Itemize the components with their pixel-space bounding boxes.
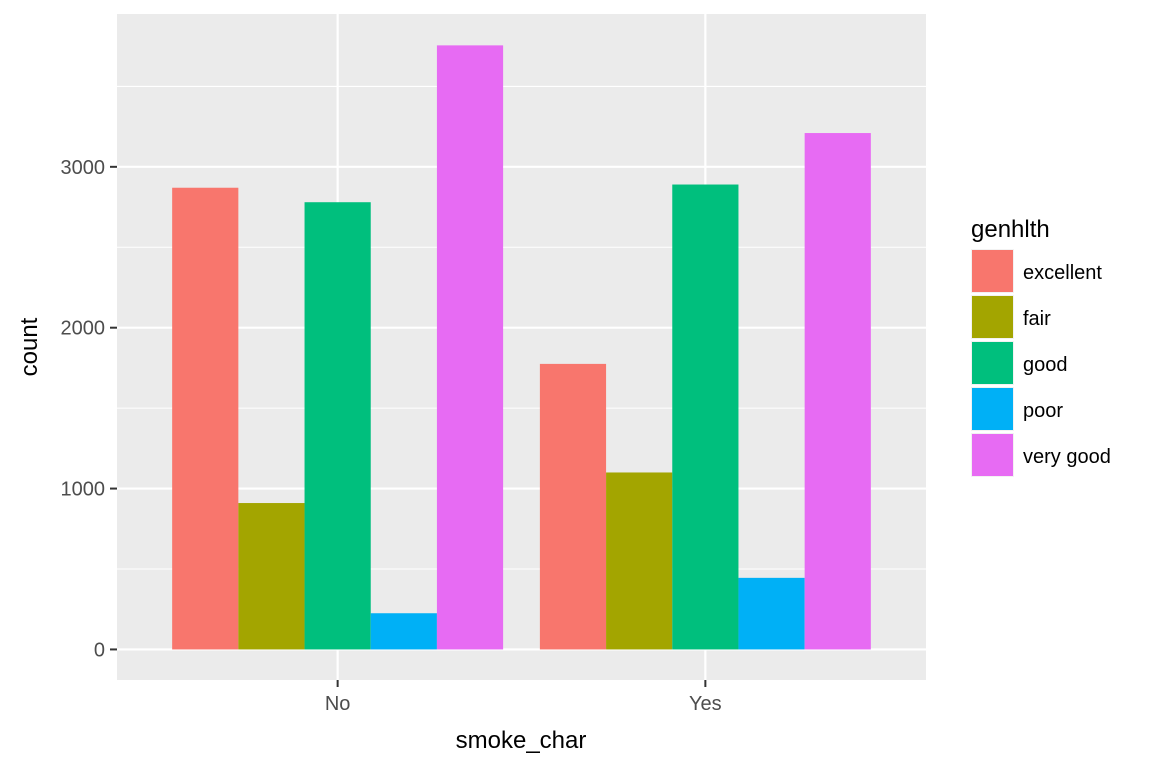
legend: genhlth excellent fair good poor very good bbox=[971, 216, 1111, 477]
y-tick-label: 0 bbox=[94, 639, 105, 661]
bar-good-no bbox=[304, 202, 371, 650]
bars bbox=[172, 45, 871, 650]
legend-label: good bbox=[1023, 354, 1068, 376]
legend-label: fair bbox=[1023, 308, 1051, 330]
legend-key-poor bbox=[972, 388, 1013, 430]
x-tick-label: Yes bbox=[689, 693, 722, 715]
y-axis: 0 1000 2000 3000 bbox=[61, 157, 117, 661]
legend-label: very good bbox=[1023, 446, 1111, 468]
bar-excellent-no bbox=[172, 187, 239, 650]
x-axis: No Yes bbox=[325, 680, 722, 715]
x-tick-label: No bbox=[325, 693, 351, 715]
legend-label: poor bbox=[1023, 400, 1063, 422]
y-tick-label: 1000 bbox=[61, 479, 106, 501]
legend-key-very-good bbox=[972, 434, 1013, 476]
legend-key-excellent bbox=[972, 250, 1013, 292]
legend-key-good bbox=[972, 342, 1013, 384]
y-tick-label: 3000 bbox=[61, 157, 106, 179]
y-axis-title: count bbox=[16, 317, 43, 376]
bar-poor-yes bbox=[738, 577, 805, 650]
legend-key-fair bbox=[972, 296, 1013, 338]
x-axis-title: smoke_char bbox=[456, 727, 587, 754]
bar-excellent-yes bbox=[539, 363, 607, 650]
legend-label: excellent bbox=[1023, 262, 1102, 284]
bar-good-yes bbox=[672, 184, 739, 650]
bar-very-good-no bbox=[436, 45, 504, 650]
legend-title: genhlth bbox=[971, 216, 1050, 243]
y-tick-label: 2000 bbox=[61, 318, 106, 340]
bar-very-good-yes bbox=[804, 133, 871, 650]
bar-poor-no bbox=[370, 613, 437, 650]
bar-fair-no bbox=[238, 503, 305, 650]
bar-fair-yes bbox=[606, 472, 673, 650]
